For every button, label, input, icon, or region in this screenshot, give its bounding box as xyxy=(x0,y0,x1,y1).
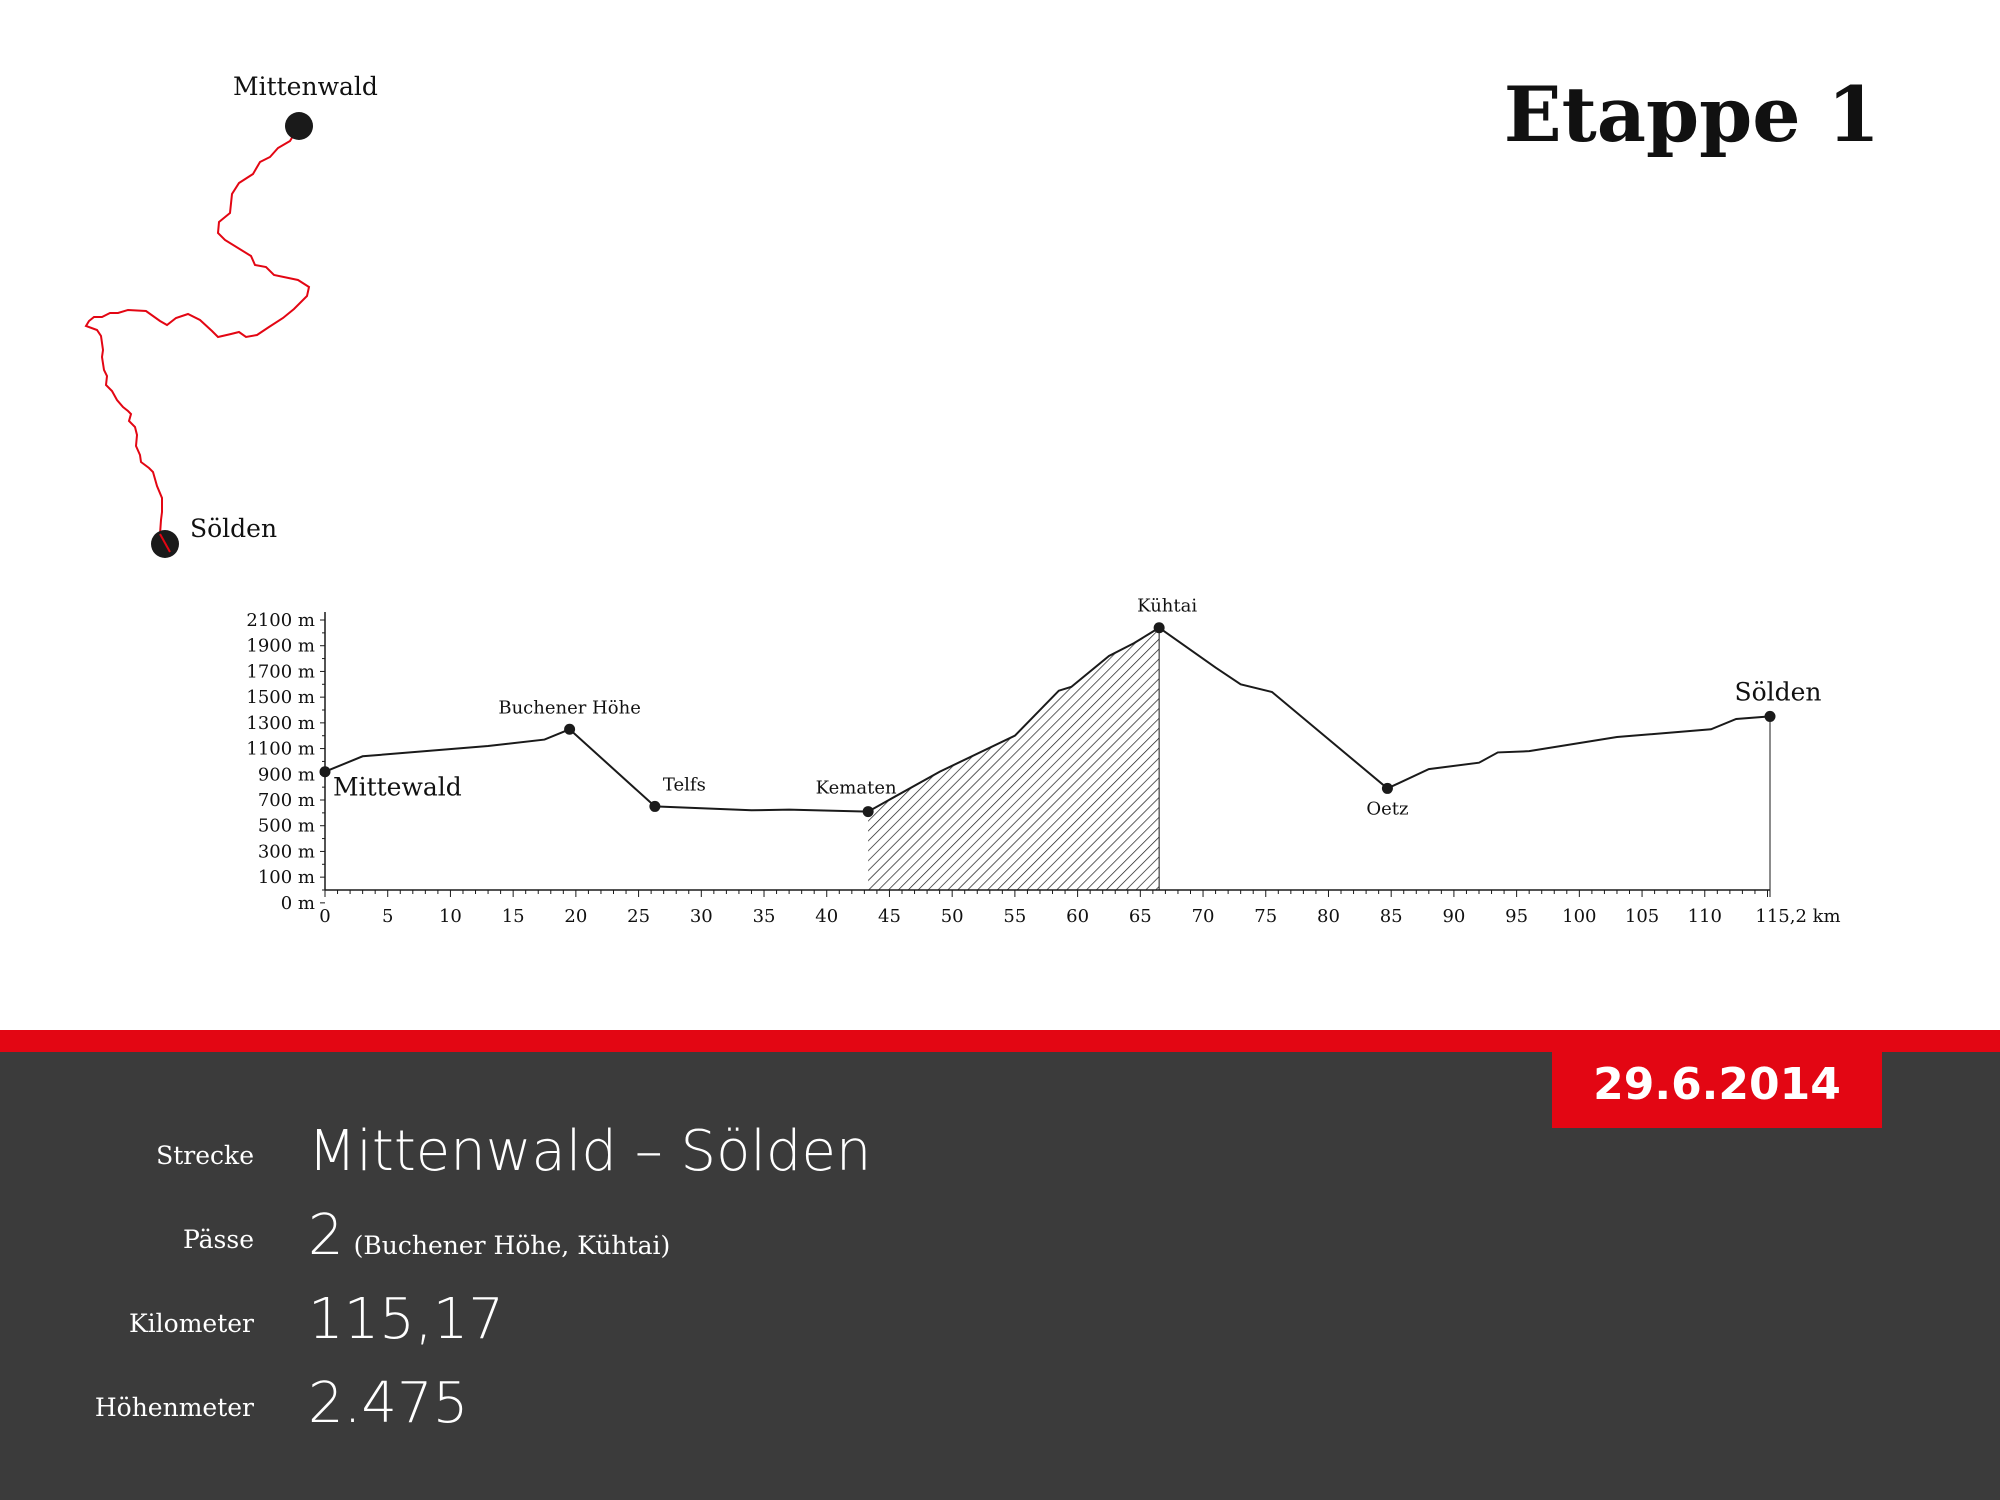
x-tick-label: 25 xyxy=(627,906,650,927)
paesse-label: Pässe xyxy=(182,1225,254,1254)
x-tick-label: 115,2 km xyxy=(1755,906,1840,927)
waypoint-label: Oetz xyxy=(1366,798,1408,819)
map-end-label: Sölden xyxy=(190,514,278,543)
paesse-value: 2 xyxy=(308,1203,344,1268)
x-tick-label: 100 xyxy=(1562,906,1596,927)
x-tick-label: 65 xyxy=(1129,906,1152,927)
route-line xyxy=(84,125,311,552)
elevation-profile-line xyxy=(324,626,1771,813)
x-tick-label: 95 xyxy=(1505,906,1528,927)
x-tick-label: 60 xyxy=(1066,906,1089,927)
kilometer-value: 115,17 xyxy=(308,1287,504,1352)
x-tick-label: 55 xyxy=(1003,906,1026,927)
hoehenmeter-label: Höhenmeter xyxy=(94,1393,254,1422)
y-tick-label: 500 m xyxy=(258,816,315,837)
paesse-value-wrap: 2 (Buchener Höhe, Kühtai) xyxy=(308,1203,670,1268)
waypoint-dot xyxy=(1381,782,1393,794)
route-map xyxy=(84,112,313,558)
info-row-strecke: Strecke Mittenwald – Sölden xyxy=(0,1104,1500,1184)
x-tick-label: 80 xyxy=(1317,906,1340,927)
x-tick-label: 35 xyxy=(753,906,776,927)
waypoint-label: Sölden xyxy=(1734,677,1821,706)
date-badge: 29.6.2014 xyxy=(1552,1040,1882,1128)
strecke-value: Mittenwald – Sölden xyxy=(308,1119,872,1184)
hoehenmeter-value: 2.475 xyxy=(308,1371,469,1436)
climb-hatch-area xyxy=(868,627,1160,890)
x-tick-label: 5 xyxy=(382,906,393,927)
x-tick-label: 10 xyxy=(439,906,462,927)
x-tick-label: 40 xyxy=(815,906,838,927)
x-tick-label: 50 xyxy=(941,906,964,927)
waypoint-dot xyxy=(649,800,661,812)
y-tick-label: 2100 m xyxy=(246,610,315,631)
y-tick-label: 1500 m xyxy=(246,687,315,708)
map-start-label: Mittenwald xyxy=(233,72,378,101)
y-tick-label: 1700 m xyxy=(246,661,315,682)
waypoint-dot xyxy=(319,766,331,778)
x-tick-label: 110 xyxy=(1688,906,1722,927)
waypoint-label: Buchener Höhe xyxy=(498,697,641,718)
info-row-hoehenmeter: Höhenmeter 2.475 xyxy=(0,1356,1500,1436)
y-tick-label: 1300 m xyxy=(246,713,315,734)
x-tick-label: 20 xyxy=(564,906,587,927)
route-end-tick xyxy=(159,533,171,553)
x-tick-label: 0 xyxy=(319,906,330,927)
waypoint-label: Telfs xyxy=(663,774,706,795)
x-tick-label: 45 xyxy=(878,906,901,927)
y-tick-label: 1900 m xyxy=(246,636,315,657)
info-row-kilometer: Kilometer 115,17 xyxy=(0,1272,1500,1352)
x-tick-label: 85 xyxy=(1380,906,1403,927)
strecke-label: Strecke xyxy=(156,1141,254,1170)
x-tick-label: 90 xyxy=(1442,906,1465,927)
y-tick-label: 700 m xyxy=(258,790,315,811)
x-tick-label: 70 xyxy=(1192,906,1215,927)
y-tick-label: 1100 m xyxy=(246,739,315,760)
waypoint-label: Kematen xyxy=(816,778,897,799)
waypoint-dot xyxy=(862,806,874,818)
waypoint-dot xyxy=(1764,710,1776,722)
x-tick-label: 30 xyxy=(690,906,713,927)
waypoint-label: Mittewald xyxy=(333,773,462,802)
x-tick-label: 75 xyxy=(1254,906,1277,927)
elevation-chart: 0 5 10 15 20 25 30 35 40 45 50 55 60 65 70 75 80 85 90 95 10… xyxy=(246,596,1840,927)
start-marker xyxy=(285,112,313,140)
y-tick-label: 100 m xyxy=(258,867,315,888)
page-title: Etappe 1 xyxy=(1503,70,1880,159)
x-tick-label: 15 xyxy=(502,906,525,927)
waypoint-label: Kühtai xyxy=(1137,596,1197,617)
y-tick-label: 900 m xyxy=(258,764,315,785)
y-tick-label: 0 m xyxy=(281,893,315,914)
y-tick-label: 300 m xyxy=(258,841,315,862)
waypoint-dot xyxy=(1153,622,1165,634)
kilometer-label: Kilometer xyxy=(128,1309,254,1338)
info-row-paesse: Pässe 2 (Buchener Höhe, Kühtai) xyxy=(0,1188,1500,1268)
paesse-note: (Buchener Höhe, Kühtai) xyxy=(353,1231,671,1260)
waypoint-dot xyxy=(564,723,576,735)
x-tick-label: 105 xyxy=(1625,906,1659,927)
accent-bar xyxy=(0,1030,2000,1052)
